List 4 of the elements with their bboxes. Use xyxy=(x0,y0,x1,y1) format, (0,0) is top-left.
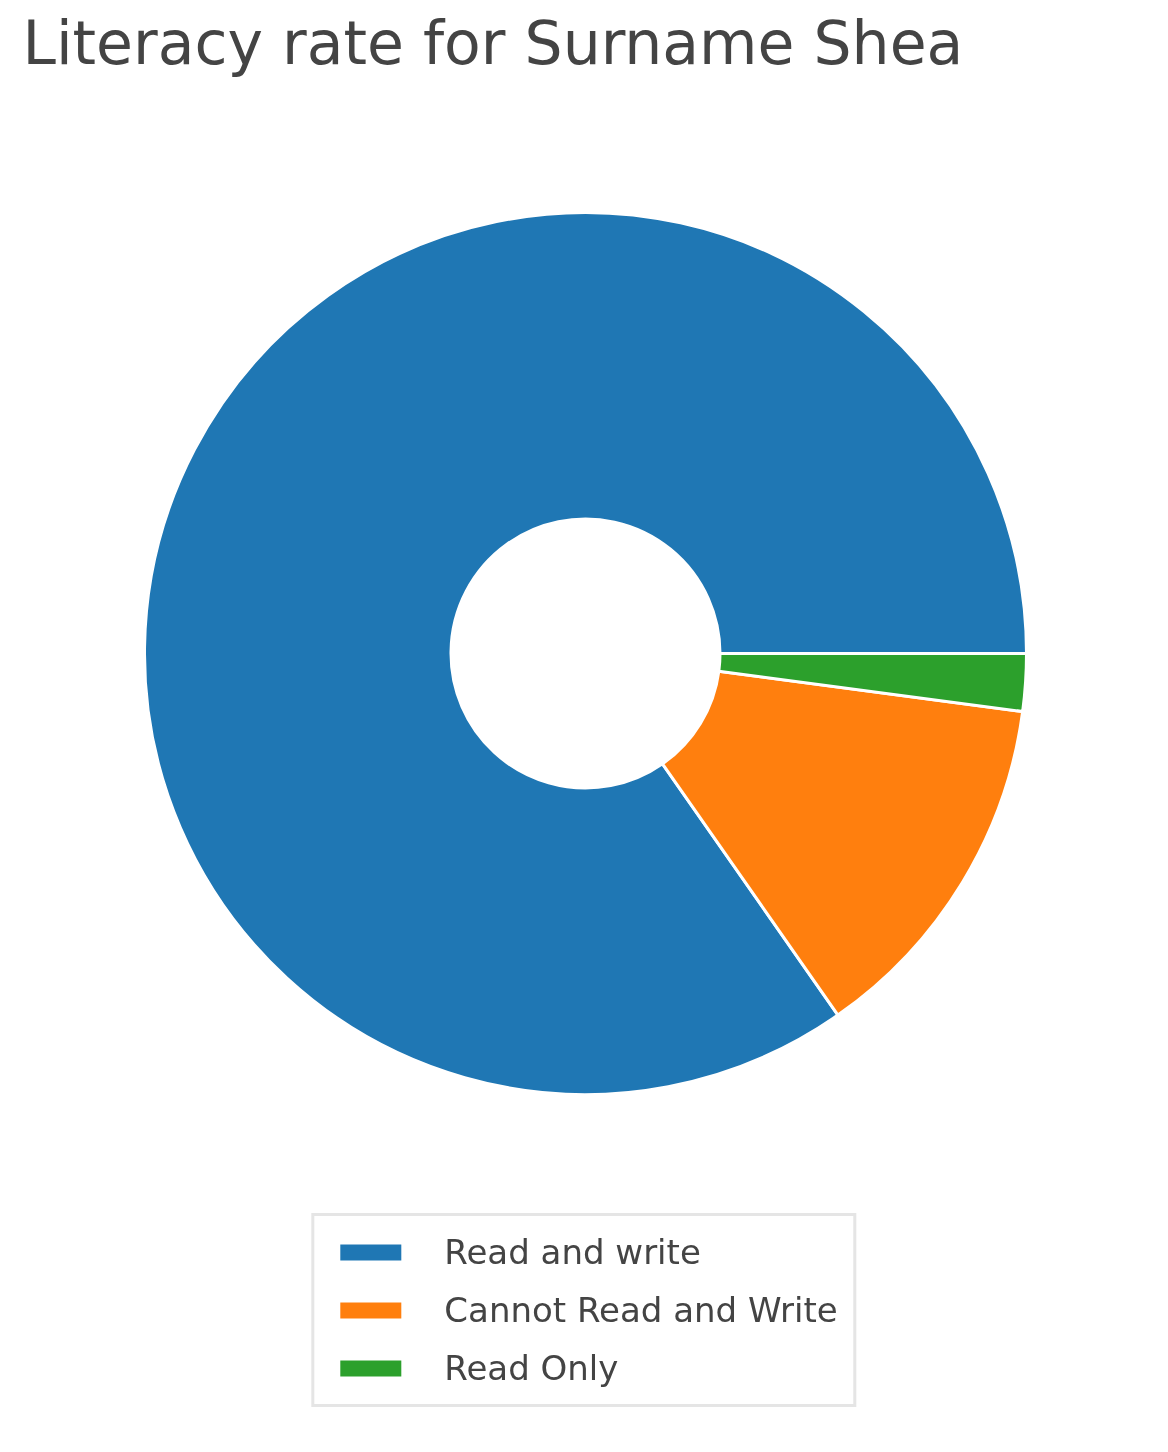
legend-label: Read Only xyxy=(444,1348,619,1388)
legend-label: Read and write xyxy=(444,1232,701,1272)
legend-label: Cannot Read and Write xyxy=(444,1290,838,1330)
chart-title: Literacy rate for Surname Shea xyxy=(22,7,964,78)
